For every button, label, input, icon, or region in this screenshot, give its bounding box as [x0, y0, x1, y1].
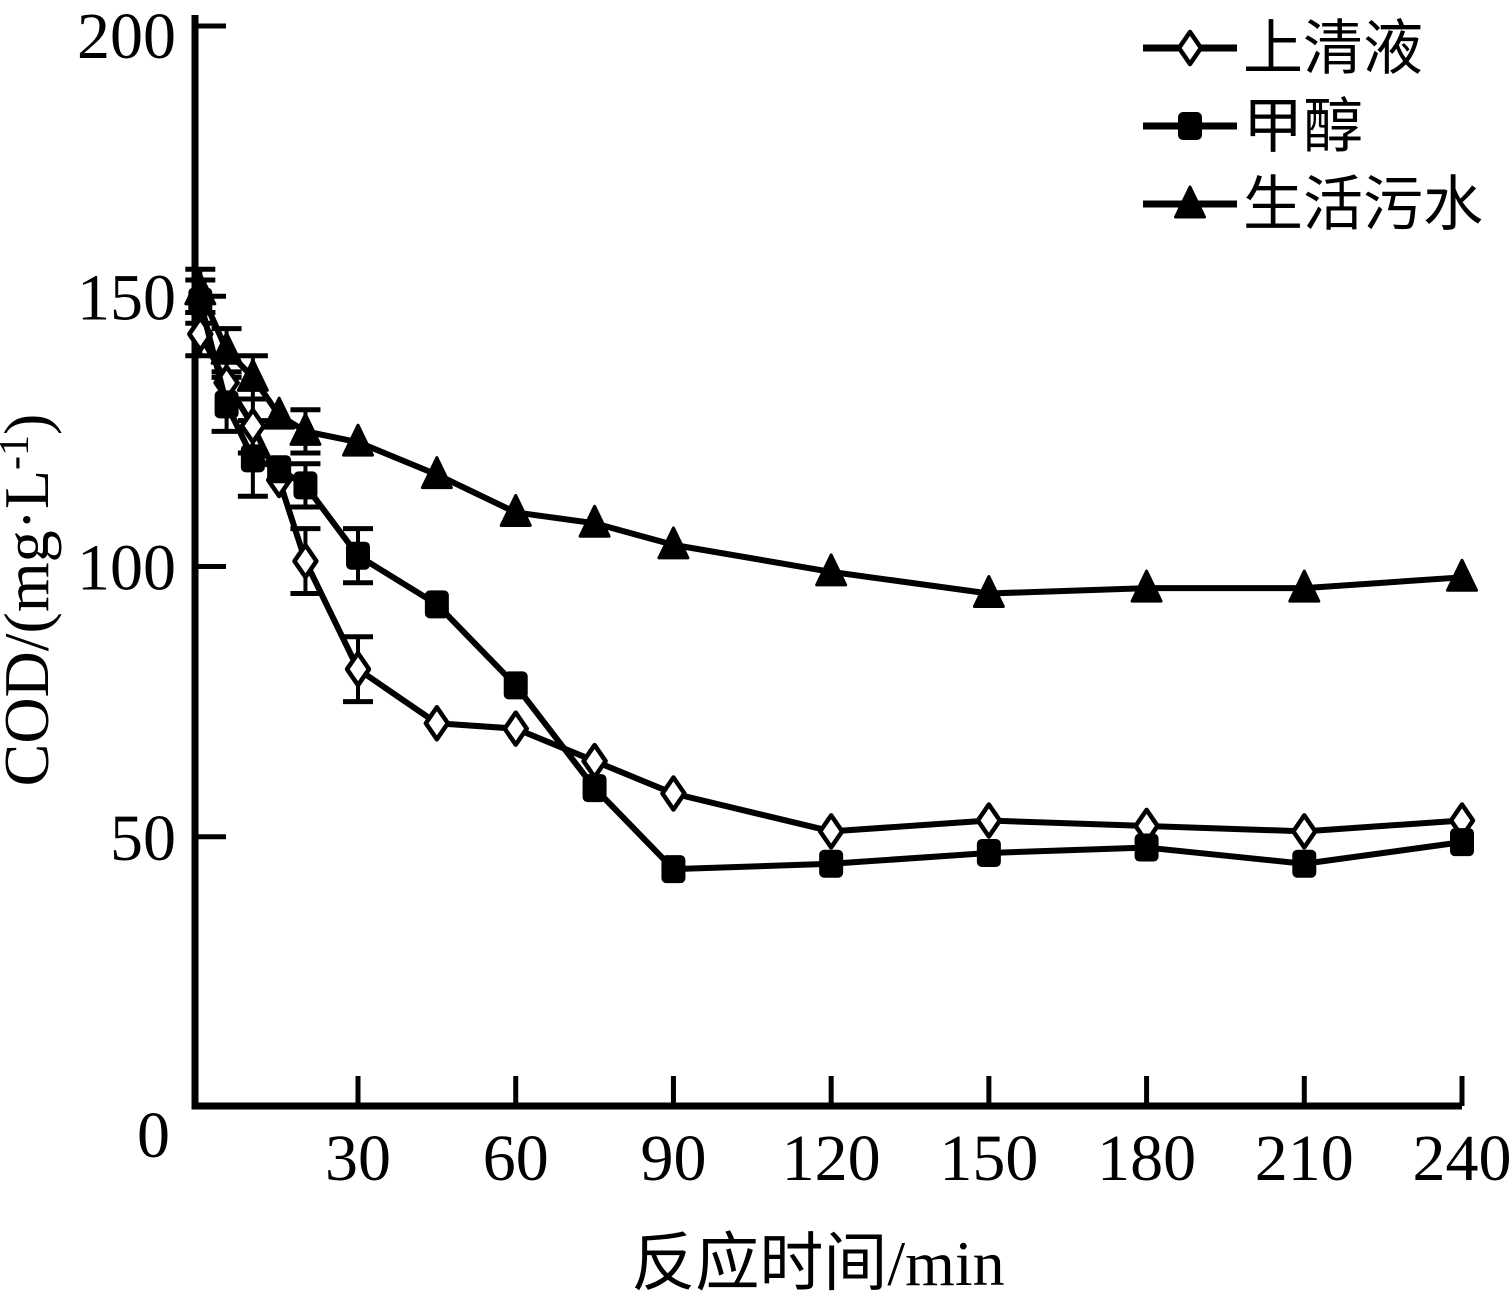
series-1-marker — [582, 774, 607, 803]
x-tick-label: 240 — [1413, 1122, 1512, 1195]
legend-item-2: 生活污水 — [1143, 172, 1483, 238]
y-tick-label: 150 — [77, 261, 176, 334]
y-tick-label: 100 — [77, 532, 176, 605]
series-0-marker — [344, 650, 372, 688]
x-tick-label: 90 — [640, 1122, 706, 1195]
series-2-marker — [342, 423, 375, 457]
series-1-marker — [1134, 833, 1159, 862]
series-1-marker — [424, 590, 449, 619]
series-2-marker — [972, 575, 1005, 609]
series-2-marker — [499, 493, 532, 527]
series-2-marker — [815, 553, 848, 587]
series-0-marker — [292, 542, 319, 580]
series-2-marker — [210, 331, 243, 365]
y-tick-label: 200 — [77, 0, 176, 73]
plot-layer — [184, 272, 1479, 884]
x-tick-label: 150 — [939, 1122, 1038, 1195]
axes-layer: 30 60 90 120 150 180 210 240 0 50 100 150 200 — [77, 0, 1512, 1195]
y-axis-title-part: -1 — [0, 435, 38, 470]
series-1-marker — [1450, 828, 1475, 857]
series-0-marker — [502, 710, 529, 747]
x-tick-label: 30 — [325, 1122, 391, 1195]
series-2-marker — [578, 504, 611, 538]
series-0-marker — [239, 407, 267, 445]
series-2-line — [197, 289, 1463, 597]
series-1-marker — [293, 471, 318, 500]
series-2-marker — [1130, 569, 1163, 603]
y-axis-title-part: ) — [0, 414, 62, 435]
filled-square-icon — [1178, 112, 1202, 140]
legend-label-1: 甲醇 — [1243, 94, 1363, 160]
series-1-marker — [503, 671, 528, 700]
series-1-marker — [976, 838, 1001, 867]
series-1-marker — [214, 390, 239, 419]
x-tick-label: 210 — [1255, 1122, 1354, 1195]
filled-triangle-icon — [1174, 185, 1206, 219]
series-0-marker — [581, 742, 608, 780]
series-1-marker — [346, 541, 371, 570]
series-1-marker — [819, 849, 844, 878]
x-tick-label: 120 — [782, 1122, 881, 1195]
series-0-marker — [1291, 813, 1318, 850]
open-diamond-icon — [1176, 29, 1204, 67]
series-1-marker — [1292, 849, 1317, 878]
legend-item-0: 上清液 — [1143, 16, 1423, 82]
x-tick-label: 180 — [1097, 1122, 1196, 1195]
series-0-marker — [817, 813, 845, 850]
series-2-marker — [657, 526, 690, 560]
y-axis-title: COD/(mg·L-1) — [0, 414, 62, 787]
series-1-marker — [267, 455, 292, 484]
series-2-marker — [184, 272, 217, 306]
legend-label-0: 上清液 — [1243, 16, 1423, 82]
legend-label-2: 生活污水 — [1243, 172, 1483, 238]
y-tick-label: 0 — [137, 1099, 170, 1172]
series-0-marker — [423, 704, 451, 742]
series-2-marker — [236, 358, 269, 392]
x-axis-title: 反应时间/min — [631, 1228, 1004, 1299]
series-0-marker — [660, 775, 687, 812]
series-2-marker — [1446, 558, 1479, 592]
series-2-marker — [1288, 569, 1321, 603]
series-1-marker — [240, 444, 265, 473]
series-2-marker — [420, 456, 453, 490]
series-0-marker — [975, 802, 1003, 839]
y-tick-label: 50 — [110, 802, 176, 875]
series-1-marker — [661, 855, 686, 884]
series-2-marker — [289, 412, 322, 446]
y-axis-title-part: COD/(mg·L — [0, 470, 62, 786]
series-2-marker — [263, 396, 296, 430]
x-tick-label: 60 — [483, 1122, 549, 1195]
legend-item-1: 甲醇 — [1143, 94, 1363, 160]
